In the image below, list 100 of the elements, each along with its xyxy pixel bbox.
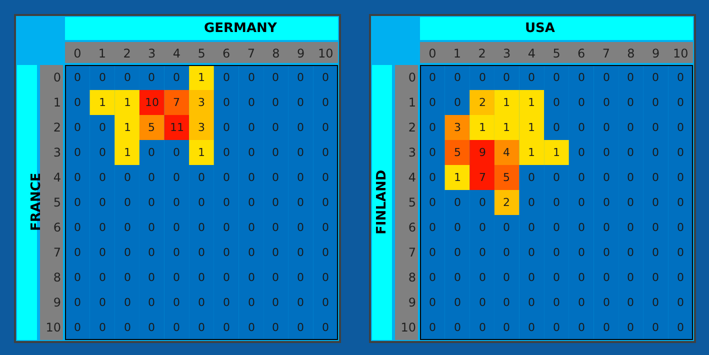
data-label: 0 xyxy=(99,246,106,259)
data-label: 0 xyxy=(627,296,634,309)
data-label: 0 xyxy=(528,71,535,84)
data-label: 0 xyxy=(553,171,560,184)
data-label: 0 xyxy=(429,146,436,159)
x-tick-label: 8 xyxy=(627,46,635,61)
y-tick-label: 10 xyxy=(46,320,61,335)
data-label: 0 xyxy=(74,171,81,184)
data-label: 1 xyxy=(479,121,486,134)
data-label: 1 xyxy=(99,96,106,109)
data-label: 0 xyxy=(429,221,436,234)
data-label: 0 xyxy=(652,246,659,259)
data-label: 0 xyxy=(148,196,155,209)
y-tick-label: 9 xyxy=(408,296,416,310)
data-label: 0 xyxy=(603,96,610,109)
y-tick-label: 0 xyxy=(53,70,61,85)
data-label: 0 xyxy=(297,71,304,84)
data-label: 0 xyxy=(74,146,81,159)
data-label: 0 xyxy=(479,196,486,209)
x-tick-label: 5 xyxy=(552,46,560,61)
x-tick-label: 0 xyxy=(74,46,82,61)
data-label: 0 xyxy=(503,221,510,234)
data-label: 5 xyxy=(503,171,510,184)
y-tick-label: 2 xyxy=(53,120,61,135)
data-label: 0 xyxy=(74,96,81,109)
data-label: 0 xyxy=(173,146,180,159)
data-label: 0 xyxy=(479,321,486,334)
data-label: 0 xyxy=(297,196,304,209)
data-label: 0 xyxy=(528,221,535,234)
data-label: 0 xyxy=(677,96,684,109)
data-label: 0 xyxy=(578,321,585,334)
y-axis-title: FINLAND xyxy=(374,170,390,234)
data-label: 0 xyxy=(74,196,81,209)
data-label: 0 xyxy=(99,221,106,234)
data-label: 0 xyxy=(627,146,634,159)
data-label: 0 xyxy=(603,296,610,309)
data-label: 0 xyxy=(627,321,634,334)
data-label: 0 xyxy=(553,321,560,334)
y-axis-title: FRANCE xyxy=(29,172,44,231)
data-label: 0 xyxy=(74,121,81,134)
x-tick-label: 5 xyxy=(198,46,206,61)
data-label: 0 xyxy=(677,271,684,284)
data-label: 0 xyxy=(322,246,329,259)
data-label: 0 xyxy=(248,96,255,109)
data-label: 0 xyxy=(627,171,634,184)
data-label: 0 xyxy=(652,321,659,334)
data-label: 0 xyxy=(454,196,461,209)
y-tick-label: 4 xyxy=(53,170,61,185)
data-label: 0 xyxy=(479,296,486,309)
data-label: 0 xyxy=(578,196,585,209)
data-label: 1 xyxy=(198,71,205,84)
data-label: 0 xyxy=(99,296,106,309)
y-tick-label: 4 xyxy=(408,170,416,185)
data-label: 0 xyxy=(272,71,279,84)
data-label: 0 xyxy=(272,246,279,259)
data-label: 0 xyxy=(223,96,230,109)
y-tick-label: 7 xyxy=(408,246,416,260)
data-label: 2 xyxy=(479,96,486,109)
data-label: 0 xyxy=(528,271,535,284)
data-label: 0 xyxy=(223,271,230,284)
data-label: 1 xyxy=(198,146,205,159)
x-tick-label: 9 xyxy=(296,46,305,61)
data-label: 0 xyxy=(627,121,634,134)
data-label: 0 xyxy=(248,121,255,134)
data-label: 0 xyxy=(148,296,155,309)
data-label: 0 xyxy=(74,246,81,259)
data-label: 0 xyxy=(99,171,106,184)
data-label: 0 xyxy=(553,271,560,284)
data-label: 0 xyxy=(503,71,510,84)
y-tick-label: 5 xyxy=(408,196,416,210)
data-label: 0 xyxy=(148,221,155,234)
y-tick-label: 9 xyxy=(53,296,61,310)
data-label: 0 xyxy=(223,121,230,134)
data-label: 0 xyxy=(603,71,610,84)
data-label: 0 xyxy=(198,221,205,234)
data-label: 0 xyxy=(173,196,180,209)
data-label: 0 xyxy=(322,296,329,309)
data-label: 0 xyxy=(322,96,329,109)
data-label: 0 xyxy=(297,271,304,284)
data-label: 0 xyxy=(677,121,684,134)
data-label: 0 xyxy=(272,221,279,234)
data-label: 0 xyxy=(528,171,535,184)
data-label: 0 xyxy=(223,71,230,84)
x-tick-label: 4 xyxy=(172,46,180,61)
data-label: 0 xyxy=(578,171,585,184)
data-label: 0 xyxy=(297,146,304,159)
data-label: 0 xyxy=(578,246,585,259)
data-label: 0 xyxy=(148,321,155,334)
data-label: 0 xyxy=(454,296,461,309)
data-label: 0 xyxy=(627,221,634,234)
data-label: 0 xyxy=(322,121,329,134)
data-label: 0 xyxy=(603,271,610,284)
x-tick-label: 9 xyxy=(652,46,660,61)
data-label: 0 xyxy=(74,71,81,84)
data-label: 0 xyxy=(677,146,684,159)
data-label: 3 xyxy=(198,96,205,109)
data-label: 0 xyxy=(223,221,230,234)
data-label: 0 xyxy=(454,71,461,84)
data-label: 0 xyxy=(272,171,279,184)
y-tick-label: 1 xyxy=(53,96,61,110)
